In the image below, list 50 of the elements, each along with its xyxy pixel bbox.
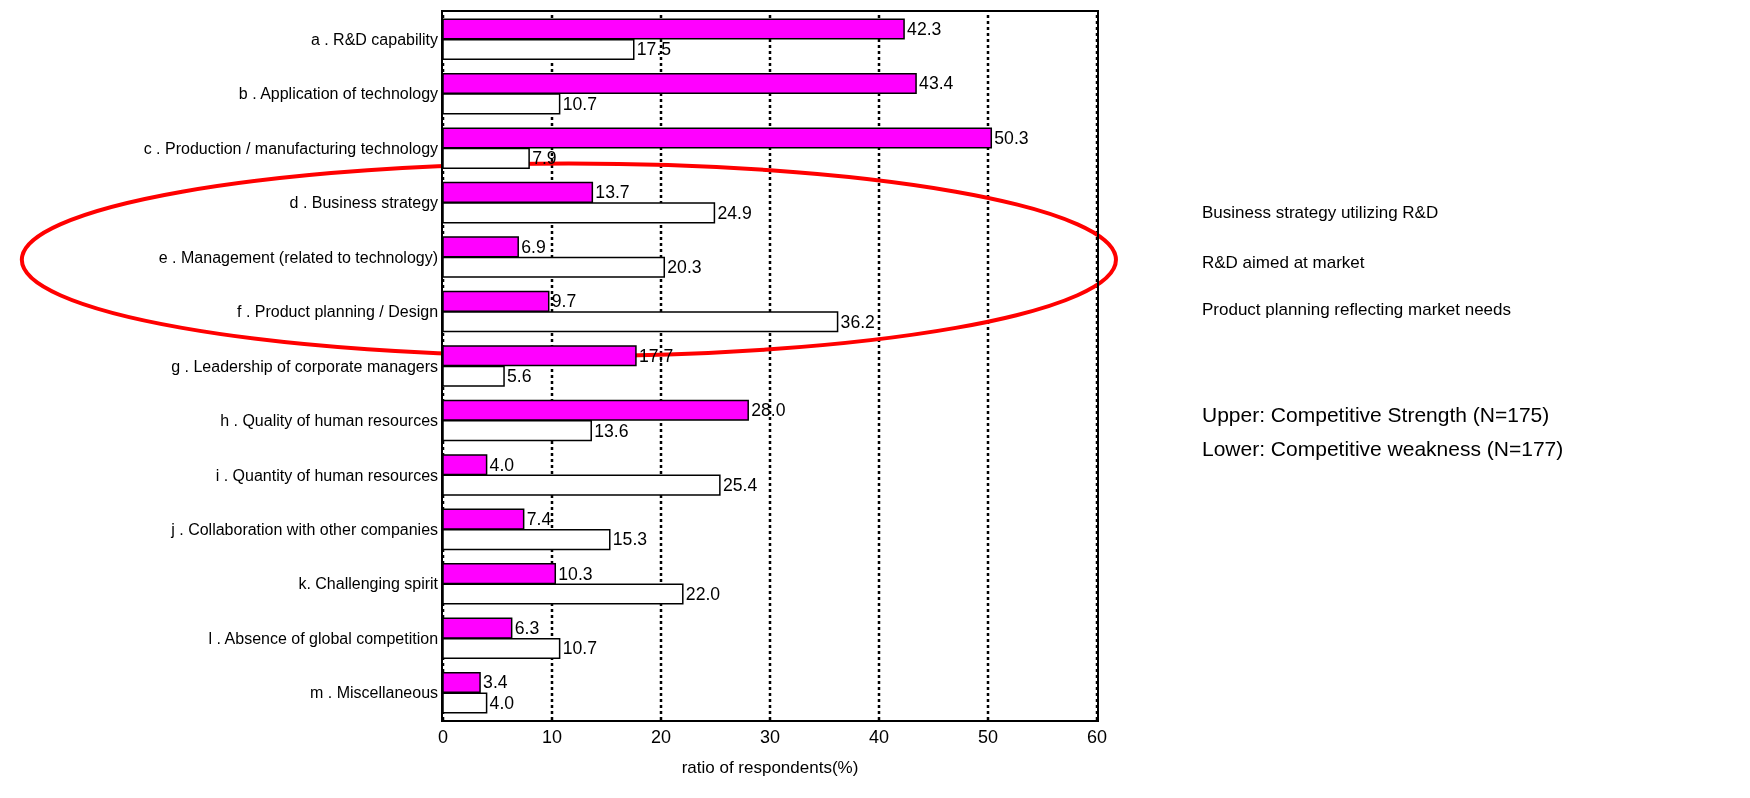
- data-label: 17.5: [636, 39, 672, 60]
- y-tick-label: f . Product planning / Design: [237, 303, 439, 321]
- y-tick-label: g . Leadership of corporate managers: [171, 357, 439, 375]
- x-tick-label: 20: [650, 727, 672, 748]
- data-label: 5.6: [507, 366, 532, 387]
- data-label: 4.0: [489, 692, 515, 713]
- y-tick-label: e . Management (related to technology): [158, 248, 439, 266]
- data-label: 22.0: [685, 583, 721, 604]
- y-tick-label: a . R&D capability: [310, 30, 439, 48]
- y-tick-label: d . Business strategy: [289, 194, 439, 212]
- data-label: 6.9: [521, 236, 546, 257]
- data-label: 25.4: [722, 475, 758, 496]
- x-tick-label: 10: [541, 727, 563, 748]
- data-label: 20.3: [667, 257, 702, 278]
- text: Lower: Competitive weakness (N=177): [1202, 437, 1564, 460]
- text: Upper: Competitive Strength (N=175): [1202, 403, 1550, 426]
- y-tick-label: j . Collaboration with other companies: [170, 520, 439, 538]
- data-label: 10.7: [562, 93, 597, 114]
- data-label: 42.3: [907, 18, 942, 39]
- x-tick-label: 40: [868, 727, 890, 748]
- x-tick-label: 60: [1086, 727, 1108, 748]
- data-label: 13.7: [595, 182, 630, 203]
- y-tick-label: h . Quality of human resources: [220, 412, 439, 430]
- data-label: 43.4: [919, 73, 954, 94]
- x-tick-label: 0: [437, 727, 449, 748]
- y-tick-label: k. Challenging spirit: [298, 575, 439, 593]
- y-tick-label: m . Miscellaneous: [310, 684, 439, 702]
- data-label: 10.3: [558, 563, 593, 584]
- data-label: 36.2: [840, 311, 875, 332]
- data-label: 24.9: [717, 202, 752, 223]
- data-label: 3.4: [483, 672, 508, 693]
- y-tick-label: l . Absence of global competition: [208, 629, 439, 647]
- y-tick-label: i . Quantity of human resources: [215, 466, 439, 484]
- data-label: 10.7: [562, 638, 597, 659]
- text: Business strategy utilizing R&D: [1202, 203, 1439, 222]
- data-label: 13.6: [594, 420, 629, 441]
- data-label: 28.0: [751, 400, 786, 421]
- text: Product planning reflecting market needs: [1202, 300, 1512, 319]
- x-tick-label: 30: [759, 727, 781, 748]
- x-axis-title: ratio of respondents(%): [681, 758, 859, 778]
- y-tick-label: c . Production / manufacturing technology: [143, 139, 439, 157]
- data-label: 15.3: [612, 529, 648, 550]
- data-label: 6.3: [514, 617, 540, 638]
- y-tick-label: b . Application of technology: [238, 85, 439, 103]
- x-tick-label: 50: [977, 727, 999, 748]
- data-label: 7.4: [526, 509, 552, 530]
- data-label: 50.3: [994, 127, 1029, 148]
- data-label: 4.0: [489, 454, 515, 475]
- text: R&D aimed at market: [1202, 253, 1365, 272]
- data-label: 9.7: [551, 291, 577, 312]
